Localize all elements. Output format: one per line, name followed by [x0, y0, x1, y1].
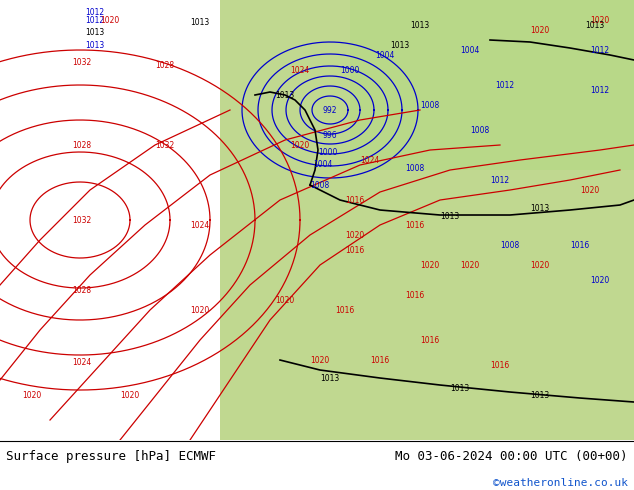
Text: 1032: 1032 [72, 216, 92, 224]
Text: 1000: 1000 [318, 147, 338, 156]
Text: 1024: 1024 [190, 220, 210, 229]
Text: 1004: 1004 [375, 50, 395, 59]
FancyBboxPatch shape [220, 0, 634, 440]
Text: 1012: 1012 [86, 7, 105, 17]
Text: 1008: 1008 [311, 180, 330, 190]
Text: 1020: 1020 [22, 391, 42, 399]
Text: 1016: 1016 [335, 305, 354, 315]
Text: 1016: 1016 [571, 241, 590, 249]
Text: 1020: 1020 [531, 261, 550, 270]
Text: 1012: 1012 [590, 85, 609, 95]
Text: 1013: 1013 [531, 391, 550, 399]
Text: 1016: 1016 [346, 245, 365, 254]
Text: 1004: 1004 [460, 46, 480, 54]
Text: Mo 03-06-2024 00:00 UTC (00+00): Mo 03-06-2024 00:00 UTC (00+00) [395, 449, 628, 463]
Text: 1013: 1013 [450, 384, 470, 392]
Text: 1028: 1028 [72, 141, 91, 149]
Text: 1012: 1012 [495, 80, 515, 90]
Text: 996: 996 [323, 130, 337, 140]
Text: 1013: 1013 [531, 203, 550, 213]
Text: 1012: 1012 [590, 46, 609, 54]
Text: 1016: 1016 [346, 196, 365, 204]
Text: 1004: 1004 [313, 160, 333, 169]
Text: 1020: 1020 [190, 305, 210, 315]
Text: 1013: 1013 [275, 91, 295, 99]
Text: 1032: 1032 [72, 57, 92, 67]
Text: 1024: 1024 [360, 155, 380, 165]
Text: 1013: 1013 [585, 21, 605, 29]
Text: 1032: 1032 [155, 141, 174, 149]
Text: 1016: 1016 [405, 291, 425, 299]
FancyBboxPatch shape [350, 0, 634, 170]
Text: 1013: 1013 [410, 21, 430, 29]
Text: 1008: 1008 [405, 164, 425, 172]
Text: 1020: 1020 [531, 25, 550, 34]
Text: 1024: 1024 [72, 358, 92, 367]
Text: 1013: 1013 [86, 41, 105, 49]
Text: 1016: 1016 [405, 220, 425, 229]
Text: ©weatheronline.co.uk: ©weatheronline.co.uk [493, 477, 628, 488]
Text: 1016: 1016 [370, 356, 390, 365]
Text: 1008: 1008 [420, 100, 439, 109]
Text: 1016: 1016 [420, 336, 439, 344]
Text: 1020: 1020 [100, 16, 120, 24]
Text: 1000: 1000 [340, 66, 359, 74]
Text: 1020: 1020 [590, 16, 610, 24]
Text: 1016: 1016 [490, 361, 510, 369]
Text: 1012: 1012 [86, 16, 105, 24]
Text: 1024: 1024 [290, 66, 309, 74]
Text: 1020: 1020 [590, 275, 610, 285]
Text: 1028: 1028 [72, 286, 91, 294]
Text: Surface pressure [hPa] ECMWF: Surface pressure [hPa] ECMWF [6, 449, 216, 463]
Text: 1008: 1008 [470, 125, 489, 135]
Text: 1020: 1020 [275, 295, 295, 304]
Text: 1028: 1028 [155, 60, 174, 70]
Text: 1020: 1020 [120, 391, 139, 399]
Text: 1012: 1012 [491, 175, 510, 185]
Text: 1020: 1020 [460, 261, 480, 270]
Text: 1013: 1013 [190, 18, 210, 26]
Text: 1013: 1013 [320, 373, 340, 383]
Text: 1020: 1020 [290, 141, 309, 149]
Text: 1008: 1008 [500, 241, 520, 249]
Text: 1020: 1020 [580, 186, 600, 195]
Text: 1013: 1013 [441, 212, 460, 220]
Text: 992: 992 [323, 105, 337, 115]
Text: 1020: 1020 [346, 230, 365, 240]
Text: 1013: 1013 [391, 41, 410, 49]
Text: 1013: 1013 [86, 27, 105, 36]
Text: 1020: 1020 [420, 261, 439, 270]
Text: 1020: 1020 [311, 356, 330, 365]
